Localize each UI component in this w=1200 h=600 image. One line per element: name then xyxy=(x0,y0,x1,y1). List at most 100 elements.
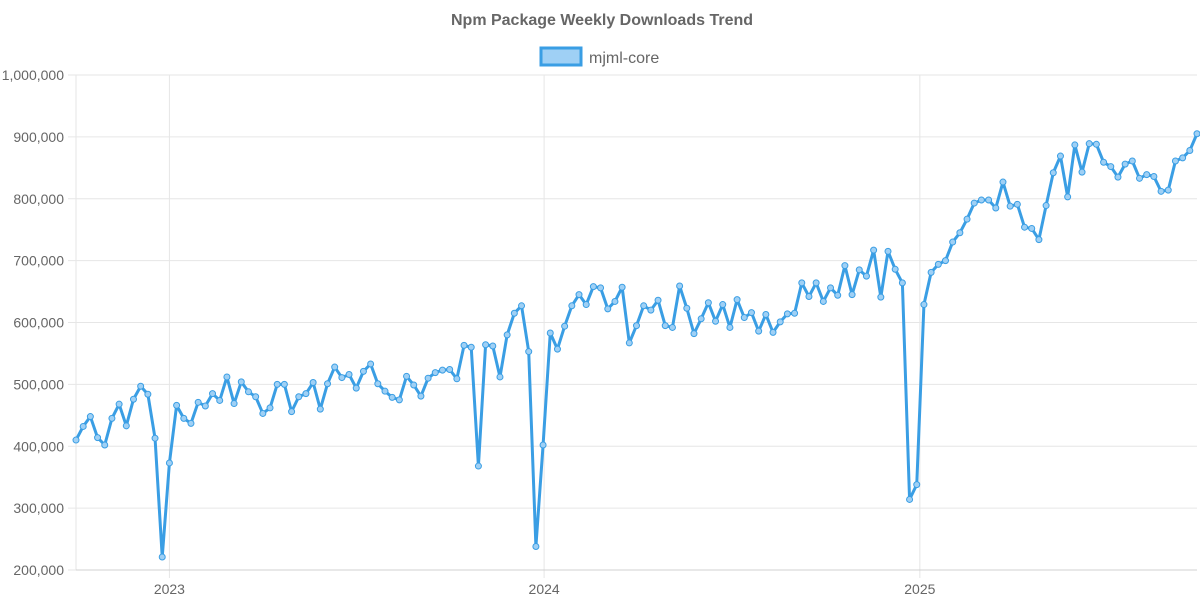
data-point[interactable] xyxy=(1179,154,1187,162)
data-point[interactable] xyxy=(934,260,942,268)
data-point[interactable] xyxy=(1078,168,1086,176)
data-point[interactable] xyxy=(783,310,791,318)
data-point[interactable] xyxy=(999,178,1007,186)
data-point[interactable] xyxy=(230,400,238,408)
data-point[interactable] xyxy=(1021,223,1029,231)
data-point[interactable] xyxy=(115,400,123,408)
data-point[interactable] xyxy=(1064,193,1072,201)
data-point[interactable] xyxy=(1171,157,1179,165)
data-point[interactable] xyxy=(252,393,260,401)
data-point[interactable] xyxy=(1157,187,1165,195)
data-point[interactable] xyxy=(633,322,640,330)
data-point[interactable] xyxy=(546,329,554,337)
data-point[interactable] xyxy=(855,266,863,274)
data-point[interactable] xyxy=(460,341,468,349)
data-point[interactable] xyxy=(841,262,849,270)
data-point[interactable] xyxy=(209,390,217,398)
data-point[interactable] xyxy=(589,283,597,291)
data-point[interactable] xyxy=(949,238,957,246)
data-point[interactable] xyxy=(654,296,662,304)
data-point[interactable] xyxy=(510,309,518,317)
data-point[interactable] xyxy=(970,199,978,207)
data-point[interactable] xyxy=(288,408,296,416)
data-point[interactable] xyxy=(72,436,80,444)
data-point[interactable] xyxy=(690,330,698,338)
data-point[interactable] xyxy=(108,414,116,422)
data-point[interactable] xyxy=(1193,130,1200,138)
data-point[interactable] xyxy=(374,380,382,388)
data-point[interactable] xyxy=(827,284,835,292)
data-point[interactable] xyxy=(891,265,899,273)
data-point[interactable] xyxy=(1071,141,1079,149)
data-point[interactable] xyxy=(237,378,245,386)
data-point[interactable] xyxy=(295,393,303,401)
data-point[interactable] xyxy=(898,279,906,287)
data-point[interactable] xyxy=(568,302,576,310)
data-point[interactable] xyxy=(956,229,964,237)
data-point[interactable] xyxy=(791,309,799,317)
data-point[interactable] xyxy=(798,279,806,287)
data-point[interactable] xyxy=(302,390,310,398)
data-point[interactable] xyxy=(1042,202,1050,210)
data-point[interactable] xyxy=(611,297,619,305)
data-point[interactable] xyxy=(474,462,482,470)
data-point[interactable] xyxy=(446,366,454,374)
data-point[interactable] xyxy=(539,441,547,449)
data-point[interactable] xyxy=(482,341,490,349)
data-point[interactable] xyxy=(1186,146,1194,154)
data-point[interactable] xyxy=(273,380,281,388)
data-point[interactable] xyxy=(1035,236,1043,244)
data-point[interactable] xyxy=(704,299,712,307)
data-point[interactable] xyxy=(963,215,971,223)
data-point[interactable] xyxy=(403,372,411,380)
data-point[interactable] xyxy=(216,396,224,404)
data-point[interactable] xyxy=(1150,172,1158,180)
data-point[interactable] xyxy=(747,309,755,317)
data-point[interactable] xyxy=(324,380,332,388)
data-point[interactable] xyxy=(86,413,94,421)
data-point[interactable] xyxy=(165,459,173,467)
data-point[interactable] xyxy=(1028,224,1036,232)
data-point[interactable] xyxy=(740,314,748,322)
data-point[interactable] xyxy=(223,373,231,381)
data-point[interactable] xyxy=(762,310,770,318)
data-point[interactable] xyxy=(640,302,648,310)
data-point[interactable] xyxy=(862,272,870,280)
data-point[interactable] xyxy=(1114,173,1122,181)
data-point[interactable] xyxy=(101,441,109,449)
data-point[interactable] xyxy=(309,379,317,387)
data-point[interactable] xyxy=(776,318,784,326)
data-point[interactable] xyxy=(489,342,497,350)
data-point[interactable] xyxy=(561,322,569,330)
data-point[interactable] xyxy=(259,409,267,417)
data-point[interactable] xyxy=(884,247,892,255)
data-point[interactable] xyxy=(280,380,288,388)
data-point[interactable] xyxy=(1143,171,1151,179)
data-point[interactable] xyxy=(683,304,691,312)
data-point[interactable] xyxy=(244,388,252,396)
data-point[interactable] xyxy=(877,293,885,301)
data-point[interactable] xyxy=(525,348,533,356)
data-point[interactable] xyxy=(719,301,727,309)
data-point[interactable] xyxy=(733,296,741,304)
data-point[interactable] xyxy=(395,396,403,404)
data-point[interactable] xyxy=(870,246,878,254)
legend[interactable]: mjml-core xyxy=(539,46,659,67)
data-point[interactable] xyxy=(985,196,993,204)
data-point[interactable] xyxy=(431,369,439,377)
data-point[interactable] xyxy=(187,419,195,427)
data-point[interactable] xyxy=(94,434,102,442)
data-point[interactable] xyxy=(417,392,425,400)
data-point[interactable] xyxy=(453,375,461,383)
data-point[interactable] xyxy=(812,279,820,287)
data-point[interactable] xyxy=(575,291,583,299)
data-point[interactable] xyxy=(977,196,985,204)
data-point[interactable] xyxy=(194,398,202,406)
data-point[interactable] xyxy=(438,366,446,374)
data-point[interactable] xyxy=(604,305,612,313)
data-point[interactable] xyxy=(906,495,914,503)
data-point[interactable] xyxy=(920,301,928,309)
data-point[interactable] xyxy=(180,414,188,422)
data-point[interactable] xyxy=(532,542,540,550)
data-point[interactable] xyxy=(467,343,475,351)
